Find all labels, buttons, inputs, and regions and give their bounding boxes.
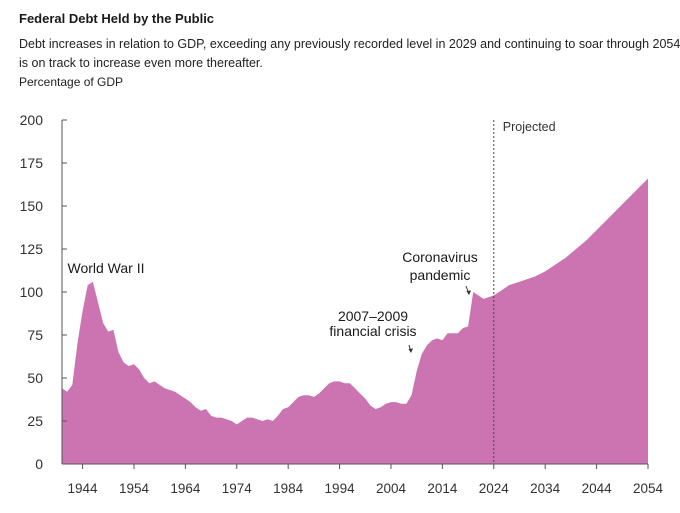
y-tick-label: 125 xyxy=(20,241,44,257)
annotation-financial-arrowhead xyxy=(408,348,413,353)
x-tick-label: 1984 xyxy=(273,481,304,496)
annotation-covid-line: Coronavirus xyxy=(402,249,477,265)
x-tick-label: 2014 xyxy=(427,481,458,496)
y-tick-label: 75 xyxy=(27,327,43,343)
x-tick-label: 2044 xyxy=(582,481,613,496)
x-tick-label: 2024 xyxy=(479,481,510,496)
annotation-financial-line: 2007–2009 xyxy=(338,308,408,324)
y-tick-label: 50 xyxy=(27,370,43,386)
debt-area-series xyxy=(62,178,648,464)
x-tick-label: 2004 xyxy=(376,481,407,496)
annotation-ww2-line: World War II xyxy=(67,260,144,276)
y-tick-label: 100 xyxy=(20,284,44,300)
x-tick-label: 1974 xyxy=(222,481,253,496)
projected-label: Projected xyxy=(503,120,556,134)
y-tick-label: 0 xyxy=(35,456,43,472)
y-axis-unit-label: Percentage of GDP xyxy=(19,75,124,89)
x-tick-label: 2054 xyxy=(633,481,664,496)
annotation-covid-arrowhead xyxy=(466,290,471,295)
x-tick-label: 1994 xyxy=(325,481,356,496)
annotation-covid-line: pandemic xyxy=(410,267,471,283)
x-tick-label: 1954 xyxy=(119,481,150,496)
x-tick-label: 2034 xyxy=(530,481,561,496)
annotation-layer: Projected World War II 2007–2009financial … xyxy=(67,120,556,353)
chart-subtitle: Debt increases in relation to GDP, excee… xyxy=(19,37,680,70)
y-tick-label: 150 xyxy=(20,198,44,214)
area-layer xyxy=(62,178,648,464)
chart-title: Federal Debt Held by the Public xyxy=(19,11,215,26)
x-tick-label: 1964 xyxy=(170,481,201,496)
x-tick-label: 1944 xyxy=(68,481,99,496)
annotation-financial-line: financial crisis xyxy=(329,323,416,339)
y-tick-label: 200 xyxy=(20,112,44,128)
axis-layer: 0 25 50 75 100 125 150 175 200 1944 1954 1964 1974 19… xyxy=(20,112,664,496)
y-tick-label: 175 xyxy=(20,155,44,171)
y-tick-label: 25 xyxy=(27,413,43,429)
